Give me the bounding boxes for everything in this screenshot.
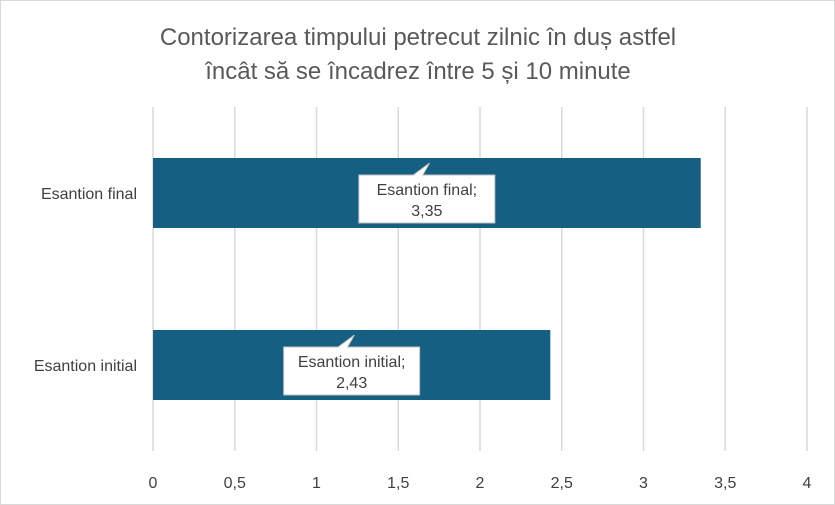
chart-title-line-1: Contorizarea timpului petrecut zilnic în… (160, 24, 676, 51)
x-tick-label: 1,5 (387, 475, 409, 492)
data-label-callout-box (358, 162, 496, 224)
chart-title: Contorizarea timpului petrecut zilnic în… (160, 24, 676, 85)
x-tick-label: 3 (639, 475, 648, 492)
x-tick-label: 2,5 (551, 475, 573, 492)
x-tick-label: 2 (476, 475, 485, 492)
data-label-value: 2,43 (336, 375, 367, 392)
data-label-callouts: Esantion final; 3,35 Esantion initial; 2,43 (283, 162, 496, 396)
x-axis-tick-labels: 0 0,5 1 1,5 2 2,5 3 3,5 4 (149, 475, 812, 492)
x-tick-label: 3,5 (714, 475, 736, 492)
data-label-category: Esantion final; (377, 182, 478, 199)
data-label-value: 3,35 (411, 203, 442, 220)
x-tick-label: 4 (803, 475, 812, 492)
x-tick-label: 0,5 (224, 475, 246, 492)
chart-title-line-2: încât să se încadrez între 5 și 10 minut… (204, 58, 631, 85)
category-labels: Esantion final Esantion initial (34, 186, 137, 375)
category-label: Esantion final (41, 186, 137, 203)
x-tick-label: 0 (149, 475, 158, 492)
category-label: Esantion initial (34, 358, 137, 375)
x-tick-label: 1 (312, 475, 321, 492)
data-label-callout-box (283, 334, 421, 396)
data-label-category: Esantion initial; (298, 354, 406, 371)
